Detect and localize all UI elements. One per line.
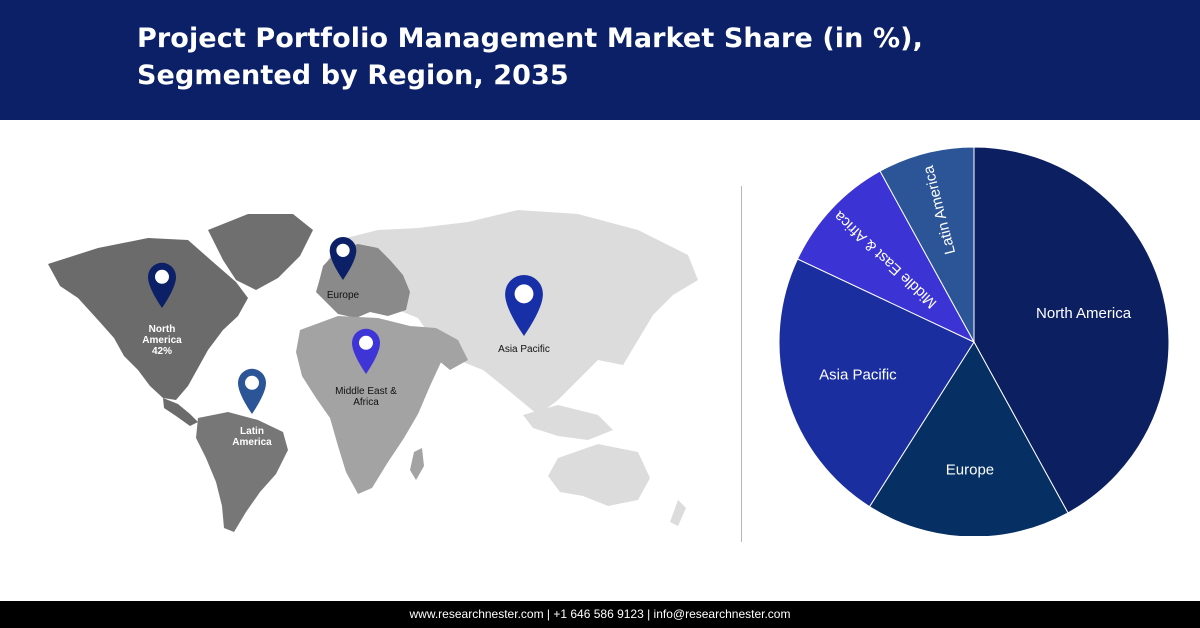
japan-landmass (630, 292, 650, 340)
pie-slice-north-america (973, 146, 1170, 514)
map-pin-icon (329, 237, 357, 280)
new-zealand-landmass (670, 500, 686, 526)
marker-asia-pacific: Asia Pacific (498, 274, 550, 355)
marker-label-north-america: 42% (152, 346, 172, 357)
footer-contact: www.researchnester.com | +1 646 586 9123… (409, 607, 791, 621)
map-pin-dot (245, 375, 259, 390)
pie-chart: North America Europe Asia Pacific Middle Ea… (765, 146, 1175, 538)
pie-label-europe: Europe (946, 462, 994, 479)
pie-slice-middle-east-africa (796, 170, 976, 344)
greenland-landmass (208, 214, 313, 290)
marker-label-north-america: North (149, 324, 176, 335)
pie-label-asia-pacific: Asia Pacific (819, 367, 897, 384)
marker-middle-east-africa: Middle East &Africa (335, 328, 397, 408)
title-line-1: Project Portfolio Management Market Shar… (137, 23, 923, 54)
title-line-2: Segmented by Region, 2035 (137, 60, 569, 91)
marker-europe: Europe (327, 237, 360, 301)
madagascar-landmass (410, 448, 424, 480)
pie-slice-asia-pacific (778, 258, 975, 508)
header-banner: Project Portfolio Management Market Shar… (0, 0, 1200, 120)
marker-label-europe: Europe (327, 290, 360, 301)
map-pin-icon (148, 262, 176, 308)
footer-bar: www.researchnester.com | +1 646 586 9123… (0, 601, 1200, 628)
map-pin-icon (505, 274, 543, 336)
marker-label-middle-east-africa: Middle East & (335, 386, 397, 397)
australia-landmass (548, 444, 650, 506)
map-pin-icon (352, 328, 380, 374)
map-pin-dot (359, 335, 373, 350)
marker-label-middle-east-africa: Africa (353, 397, 379, 408)
map-pin-dot (514, 284, 534, 304)
north-america-landmass (48, 238, 248, 400)
central-america-landmass (163, 398, 198, 426)
world-map: North America 42% Europe Asia Pacific Middle … (38, 200, 718, 540)
latin-america-landmass (196, 412, 288, 532)
map-pin-dot (336, 243, 350, 258)
pie-slices (778, 146, 1170, 538)
marker-label-latin-america: Latin (240, 426, 264, 437)
africa-landmass (296, 316, 442, 494)
map-pin-dot (155, 269, 169, 284)
marker-label-north-america: America (142, 335, 182, 346)
pie-label-north-america: North America (1036, 305, 1132, 322)
marker-label-asia-pacific: Asia Pacific (498, 344, 550, 355)
se-asia-islands (523, 405, 613, 440)
vertical-divider (741, 186, 742, 542)
marker-label-latin-america: America (232, 437, 272, 448)
map-pin-icon (238, 368, 266, 414)
middle-east-landmass (410, 326, 468, 370)
page-title: Project Portfolio Management Market Shar… (137, 20, 923, 94)
pie-slice-latin-america (879, 146, 975, 343)
